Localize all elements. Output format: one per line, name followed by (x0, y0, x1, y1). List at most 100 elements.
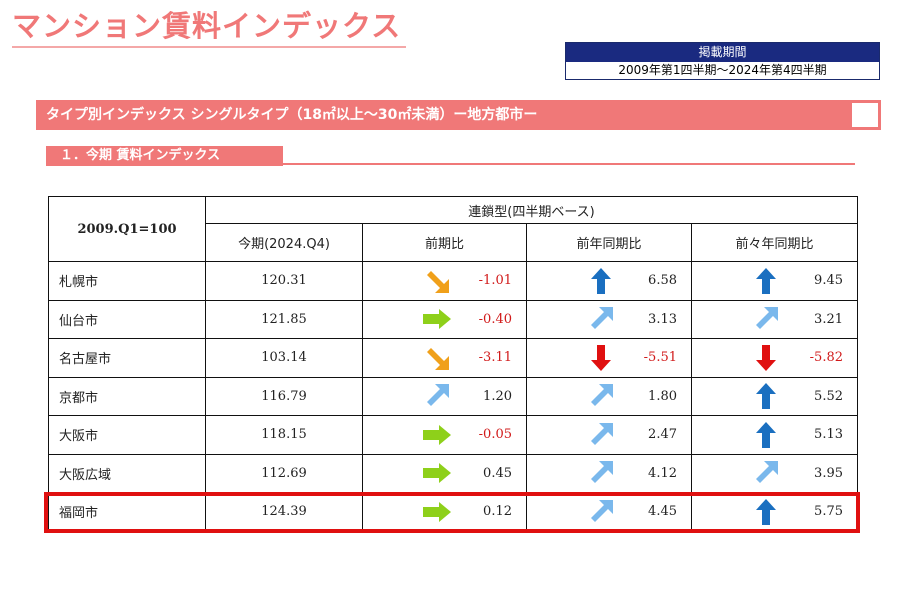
type-banner: タイプ別インデックス シングルタイプ（18㎡以上～30㎡未満）ー地方都市ー (36, 100, 881, 130)
yoy-value: 2.47 (648, 427, 677, 443)
yoy2-cell: 3.21 (691, 299, 858, 339)
qoq-cell: 0.45 (362, 453, 527, 493)
lightblue-up-right-arrow (571, 460, 631, 486)
red-down-arrow (736, 344, 796, 372)
current-index-value: 120.31 (205, 261, 363, 301)
yoy-value: 4.45 (648, 504, 677, 520)
qoq-cell: -0.05 (362, 415, 527, 455)
section-underline (283, 163, 855, 165)
orange-down-right-arrow (407, 345, 467, 371)
yoy2-value: 3.21 (814, 311, 843, 327)
column-header-yoy: 前年同期比 (526, 223, 692, 262)
yoy-cell: 4.45 (526, 492, 692, 532)
table-row: 仙台市 121.85 -0.40 3.13 3.21 (48, 299, 858, 339)
publication-period-box: 掲載期間 2009年第1四半期～2024年第4四半期 (565, 42, 880, 80)
qoq-cell: 1.20 (362, 376, 527, 416)
yoy-cell: 6.58 (526, 261, 692, 301)
current-index-value: 124.39 (205, 492, 363, 532)
city-name: 仙台市 (48, 299, 206, 339)
page-title: マンション賃料インデックス (12, 8, 406, 48)
banner-box (851, 102, 879, 128)
yoy2-cell: 5.52 (691, 376, 858, 416)
orange-down-right-arrow (407, 268, 467, 294)
yoy-cell: 2.47 (526, 415, 692, 455)
city-name: 大阪広域 (48, 453, 206, 493)
red-down-arrow (571, 344, 631, 372)
yoy2-cell: 5.75 (691, 492, 858, 532)
blue-up-arrow (736, 498, 796, 526)
qoq-cell: -1.01 (362, 261, 527, 301)
yoy-cell: 3.13 (526, 299, 692, 339)
yoy-value: 6.58 (648, 273, 677, 289)
qoq-value: 0.12 (483, 504, 512, 520)
city-name: 福岡市 (48, 492, 206, 532)
table-body: 札幌市 120.31 -1.01 6.58 9.45 仙台市 121.85 -0.40 3.13… (48, 261, 858, 532)
table-row: 札幌市 120.31 -1.01 6.58 9.45 (48, 261, 858, 301)
column-header-qoq: 前期比 (362, 223, 527, 262)
publication-period-label: 掲載期間 (566, 43, 879, 62)
table-row: 京都市 116.79 1.20 1.80 5.52 (48, 376, 858, 416)
qoq-value: -0.05 (478, 427, 512, 443)
yoy2-value: -5.82 (809, 350, 843, 366)
green-right-arrow (407, 501, 467, 523)
yoy2-cell: 3.95 (691, 453, 858, 493)
yoy2-value: 5.52 (814, 388, 843, 404)
yoy2-cell: 5.13 (691, 415, 858, 455)
table-row: 大阪広域 112.69 0.45 4.12 3.95 (48, 453, 858, 493)
lightblue-up-right-arrow (571, 306, 631, 332)
yoy2-cell: 9.45 (691, 261, 858, 301)
green-right-arrow (407, 462, 467, 484)
table-row: 福岡市 124.39 0.12 4.45 5.75 (48, 492, 858, 532)
qoq-value: -3.11 (478, 350, 512, 366)
lightblue-up-right-arrow (571, 422, 631, 448)
qoq-value: 1.20 (483, 388, 512, 404)
current-index-value: 103.14 (205, 338, 363, 378)
yoy-cell: 4.12 (526, 453, 692, 493)
publication-period-value: 2009年第1四半期～2024年第4四半期 (618, 63, 827, 77)
green-right-arrow (407, 424, 467, 446)
yoy2-cell: -5.82 (691, 338, 858, 378)
qoq-cell: 0.12 (362, 492, 527, 532)
lightblue-up-right-arrow (736, 460, 796, 486)
column-header-yoy2: 前々年同期比 (691, 223, 858, 262)
type-banner-text: タイプ別インデックス シングルタイプ（18㎡以上～30㎡未満）ー地方都市ー (46, 107, 538, 123)
section-title: １．今期 賃料インデックス (46, 146, 283, 166)
table-row: 名古屋市 103.14 -3.11 -5.51 -5.82 (48, 338, 858, 378)
blue-up-arrow (736, 267, 796, 295)
city-name: 札幌市 (48, 261, 206, 301)
city-name: 京都市 (48, 376, 206, 416)
qoq-value: 0.45 (483, 465, 512, 481)
blue-up-arrow (736, 382, 796, 410)
green-right-arrow (407, 308, 467, 330)
yoy-value: 4.12 (648, 465, 677, 481)
yoy2-value: 3.95 (814, 465, 843, 481)
lightblue-up-right-arrow (407, 383, 467, 409)
blue-up-arrow (736, 421, 796, 449)
yoy-cell: -5.51 (526, 338, 692, 378)
yoy2-value: 5.75 (814, 504, 843, 520)
table-corner-label: 2009.Q1=100 (48, 196, 206, 262)
lightblue-up-right-arrow (571, 499, 631, 525)
yoy-cell: 1.80 (526, 376, 692, 416)
table-row: 大阪市 118.15 -0.05 2.47 5.13 (48, 415, 858, 455)
yoy2-value: 9.45 (814, 273, 843, 289)
qoq-value: -1.01 (478, 273, 512, 289)
lightblue-up-right-arrow (571, 383, 631, 409)
qoq-value: -0.40 (478, 311, 512, 327)
column-header-current: 今期(2024.Q4) (205, 223, 363, 262)
yoy-value: 1.80 (648, 388, 677, 404)
current-index-value: 116.79 (205, 376, 363, 416)
qoq-cell: -0.40 (362, 299, 527, 339)
yoy-value: 3.13 (648, 311, 677, 327)
lightblue-up-right-arrow (736, 306, 796, 332)
yoy-value: -5.51 (643, 350, 677, 366)
yoy2-value: 5.13 (814, 427, 843, 443)
table-group-header: 連鎖型(四半期ベース) (205, 196, 858, 224)
current-index-value: 112.69 (205, 453, 363, 493)
qoq-cell: -3.11 (362, 338, 527, 378)
city-name: 名古屋市 (48, 338, 206, 378)
current-index-value: 118.15 (205, 415, 363, 455)
city-name: 大阪市 (48, 415, 206, 455)
rent-index-table: 2009.Q1=100 連鎖型(四半期ベース) 今期(2024.Q4) 前期比 … (48, 196, 858, 532)
current-index-value: 121.85 (205, 299, 363, 339)
